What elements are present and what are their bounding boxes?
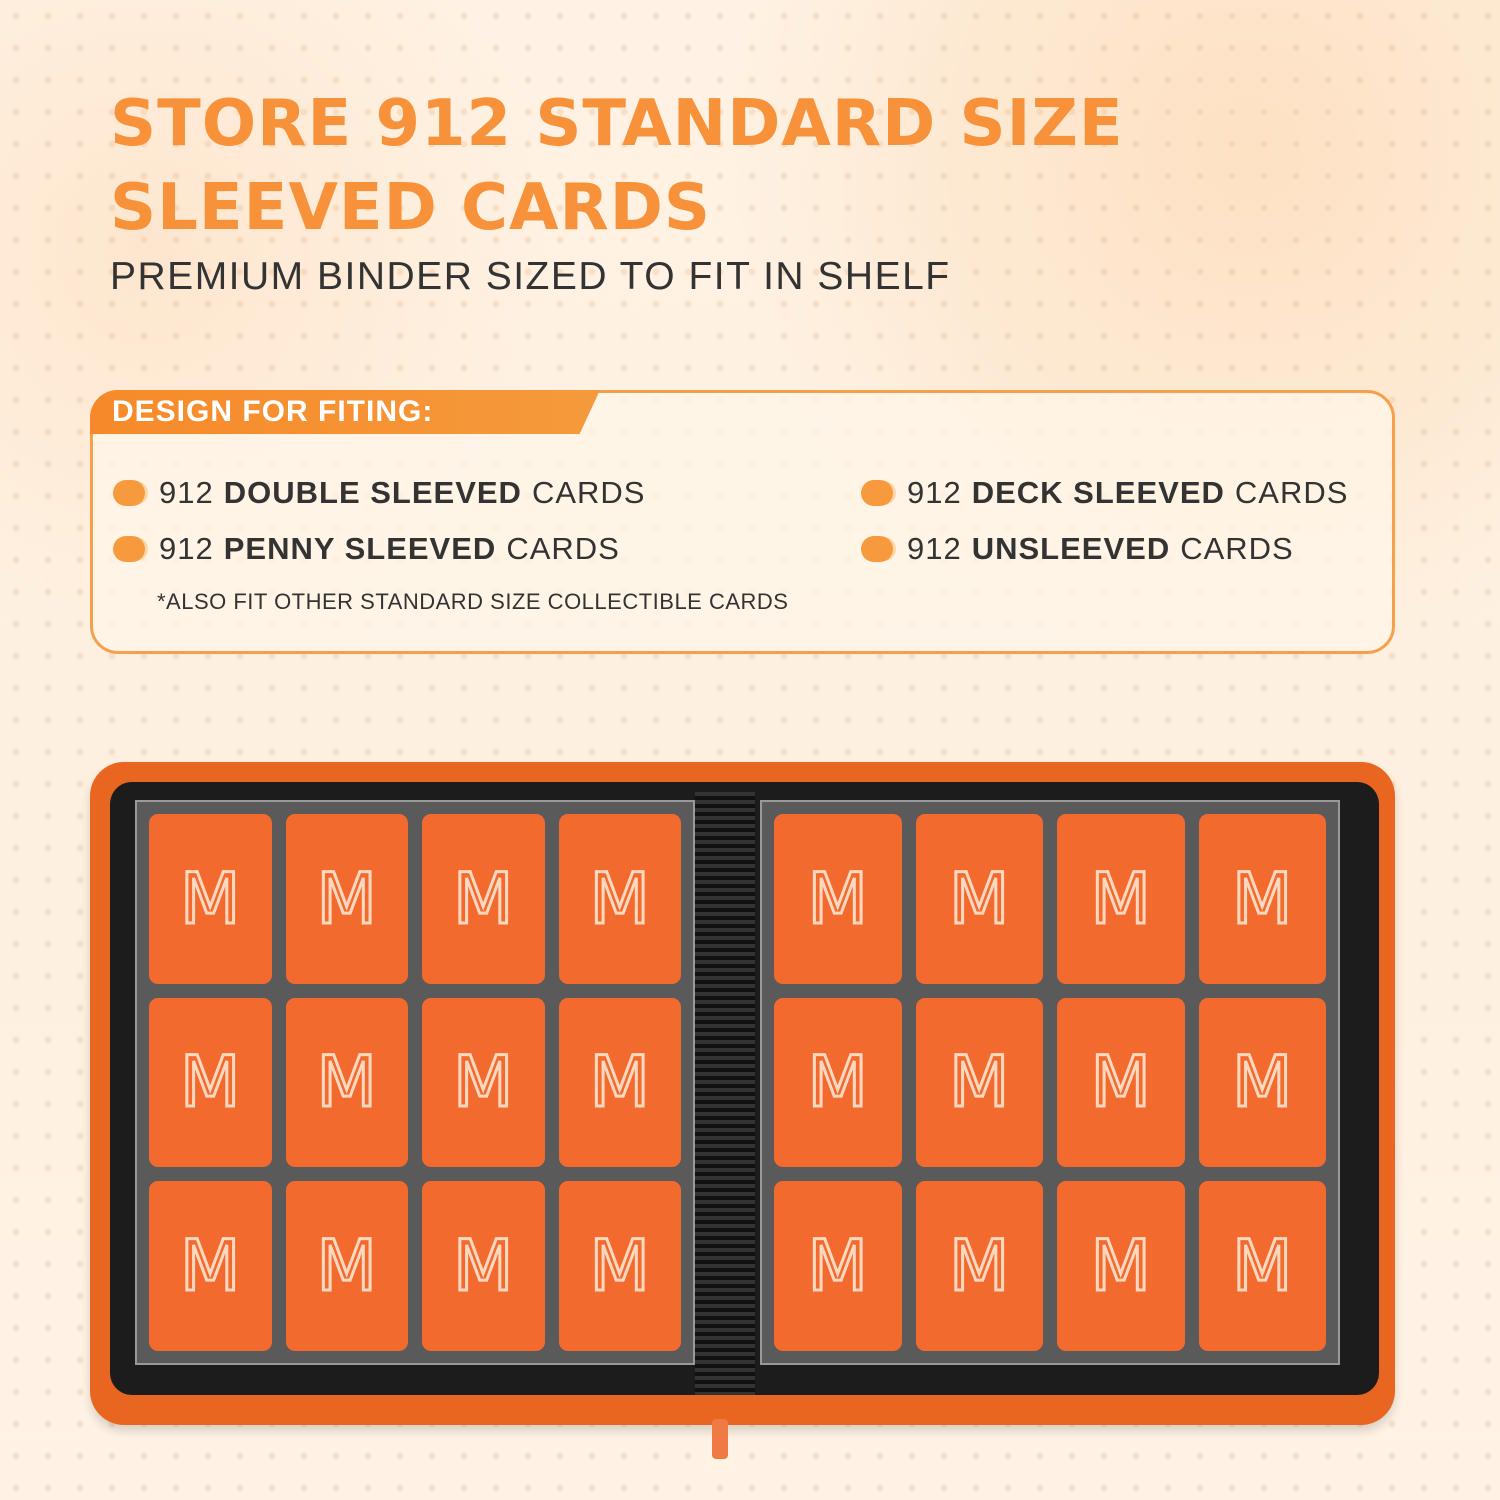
card-slot: M: [774, 1181, 902, 1351]
features-tag: DESIGN FOR FITING:: [90, 390, 600, 434]
zipper-spine: [695, 792, 755, 1395]
bullet-icon: [861, 536, 893, 562]
card-slot: M: [1057, 1181, 1185, 1351]
card-slot: M: [915, 1181, 1043, 1351]
card-slot: M: [774, 997, 902, 1168]
feature-item: 912 DECK SLEEVED CARDS: [861, 475, 1348, 511]
card-slot: M: [149, 814, 272, 984]
card-slot: M: [285, 814, 408, 984]
page-title: STORE 912 STANDARD SIZE SLEEVED CARDS: [110, 87, 1124, 245]
card-slot: M: [1198, 814, 1326, 984]
card-slot: M: [558, 1181, 681, 1351]
card-slot: M: [558, 997, 681, 1168]
features-box: DESIGN FOR FITING: 912 DOUBLE SLEEVED CARD…: [90, 390, 1395, 654]
feature-item: 912 PENNY SLEEVED CARDS: [113, 531, 620, 567]
card-slot: M: [1057, 814, 1185, 984]
card-slot: M: [285, 997, 408, 1168]
zipper-pull: [712, 1419, 728, 1459]
card-slot: M: [1198, 997, 1326, 1168]
bullet-icon: [113, 536, 145, 562]
feature-item: 912 DOUBLE SLEEVED CARDS: [113, 475, 645, 511]
card-slot: M: [915, 997, 1043, 1168]
card-slot: M: [558, 814, 681, 984]
card-slot: M: [1057, 997, 1185, 1168]
feature-item: 912 UNSLEEVED CARDS: [861, 531, 1294, 567]
footnote: *ALSO FIT OTHER STANDARD SIZE COLLECTIBL…: [157, 589, 789, 614]
card-slot: M: [422, 1181, 545, 1351]
card-slot: M: [285, 1181, 408, 1351]
card-slot: M: [149, 1181, 272, 1351]
bullet-icon: [861, 480, 893, 506]
card-slot: M: [422, 814, 545, 984]
bullet-icon: [113, 480, 145, 506]
subtitle: PREMIUM BINDER SIZED TO FIT IN SHELF: [110, 255, 951, 298]
card-slot: M: [915, 814, 1043, 984]
card-slot: M: [1198, 1181, 1326, 1351]
card-slot: M: [149, 997, 272, 1168]
card-slot: M: [422, 997, 545, 1168]
card-slot: M: [774, 814, 902, 984]
